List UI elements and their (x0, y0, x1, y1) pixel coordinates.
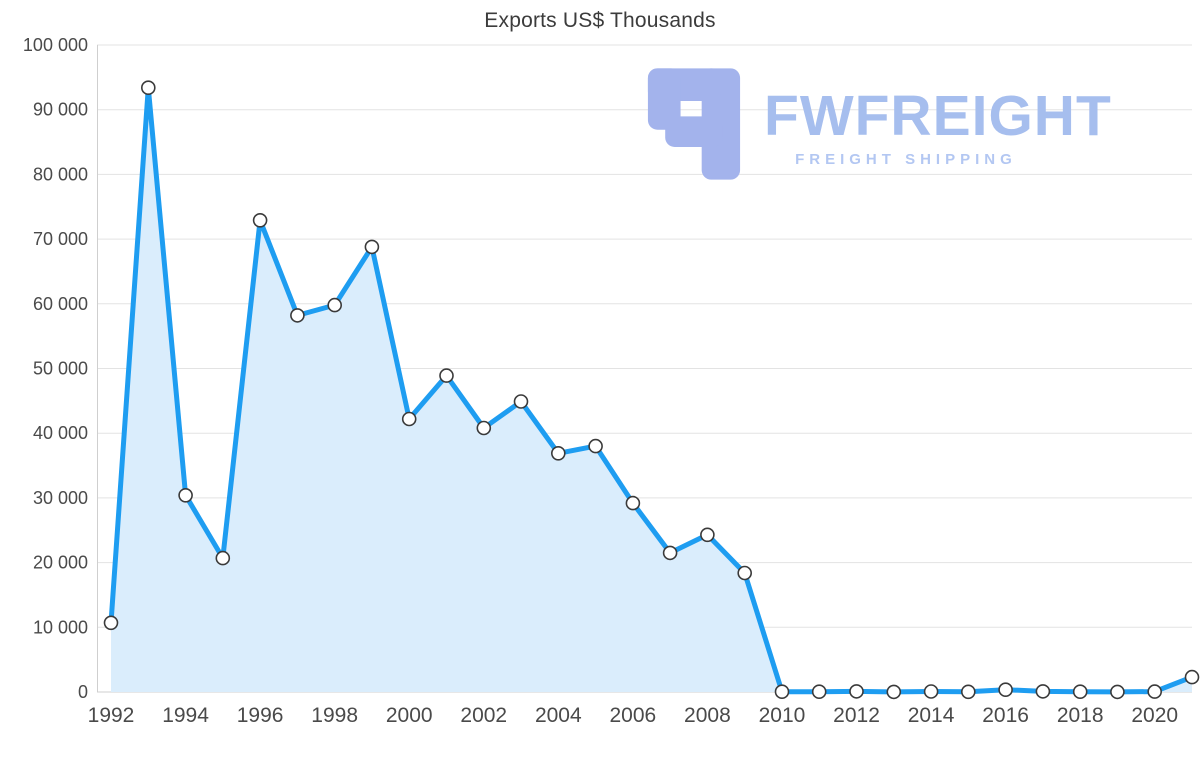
data-point-marker (476, 420, 492, 436)
x-tick-label: 1994 (162, 704, 209, 727)
y-tick-label: 0 (78, 682, 88, 702)
x-tick-label: 2016 (982, 704, 1029, 727)
data-point-marker (1147, 684, 1162, 699)
data-point-marker (737, 565, 753, 581)
data-point-marker (886, 684, 902, 700)
y-tick-label: 10 000 (33, 617, 88, 637)
data-point-marker (625, 495, 641, 511)
data-point-marker (364, 239, 380, 255)
data-point-marker (662, 545, 678, 561)
data-point-marker (588, 438, 603, 454)
x-tick-label: 2014 (908, 704, 955, 727)
data-point-marker (960, 684, 976, 700)
chart-title: Exports US$ Thousands (484, 9, 716, 32)
y-tick-label: 60 000 (33, 294, 88, 314)
x-tick-label: 1998 (311, 704, 358, 727)
data-point-marker (550, 445, 566, 461)
y-tick-label: 80 000 (33, 164, 88, 184)
data-point-marker (774, 684, 790, 700)
y-tick-label: 100 000 (23, 35, 88, 55)
data-point-marker (1110, 684, 1125, 700)
area-fill (111, 87, 1192, 692)
data-point-marker (252, 213, 268, 228)
x-tick-label: 2000 (386, 704, 433, 727)
x-tick-label: 2020 (1131, 704, 1178, 727)
y-tick-label: 40 000 (33, 423, 88, 443)
data-point-marker (1072, 684, 1088, 700)
y-tick-label: 90 000 (33, 100, 88, 120)
data-point-marker (327, 297, 343, 313)
data-point-marker (513, 394, 529, 409)
data-point-marker (700, 527, 715, 543)
data-point-marker (401, 411, 417, 427)
data-point-marker (103, 615, 119, 631)
data-point-marker (1035, 684, 1051, 699)
data-point-marker (178, 487, 193, 503)
x-tick-label: 2018 (1057, 704, 1104, 727)
y-tick-label: 30 000 (33, 488, 88, 508)
x-tick-label: 2002 (460, 704, 507, 727)
x-tick-label: 1996 (237, 704, 284, 727)
data-point-marker (811, 684, 827, 700)
x-tick-label: 1992 (88, 704, 135, 727)
x-tick-label: 2010 (759, 704, 806, 727)
y-tick-label: 20 000 (33, 553, 88, 573)
data-point-marker (290, 308, 305, 323)
data-point-marker (439, 368, 454, 383)
x-tick-label: 2012 (833, 704, 880, 727)
data-point-marker (215, 550, 231, 566)
data-point-marker (1184, 669, 1200, 685)
data-point-marker (141, 80, 156, 95)
data-point-marker (998, 682, 1013, 698)
data-point-marker (849, 684, 864, 699)
x-tick-label: 2004 (535, 704, 582, 727)
data-point-marker (923, 684, 939, 699)
y-tick-label: 50 000 (33, 359, 88, 379)
y-tick-label: 70 000 (33, 229, 88, 249)
x-tick-label: 2006 (610, 704, 657, 727)
x-tick-label: 2008 (684, 704, 731, 727)
